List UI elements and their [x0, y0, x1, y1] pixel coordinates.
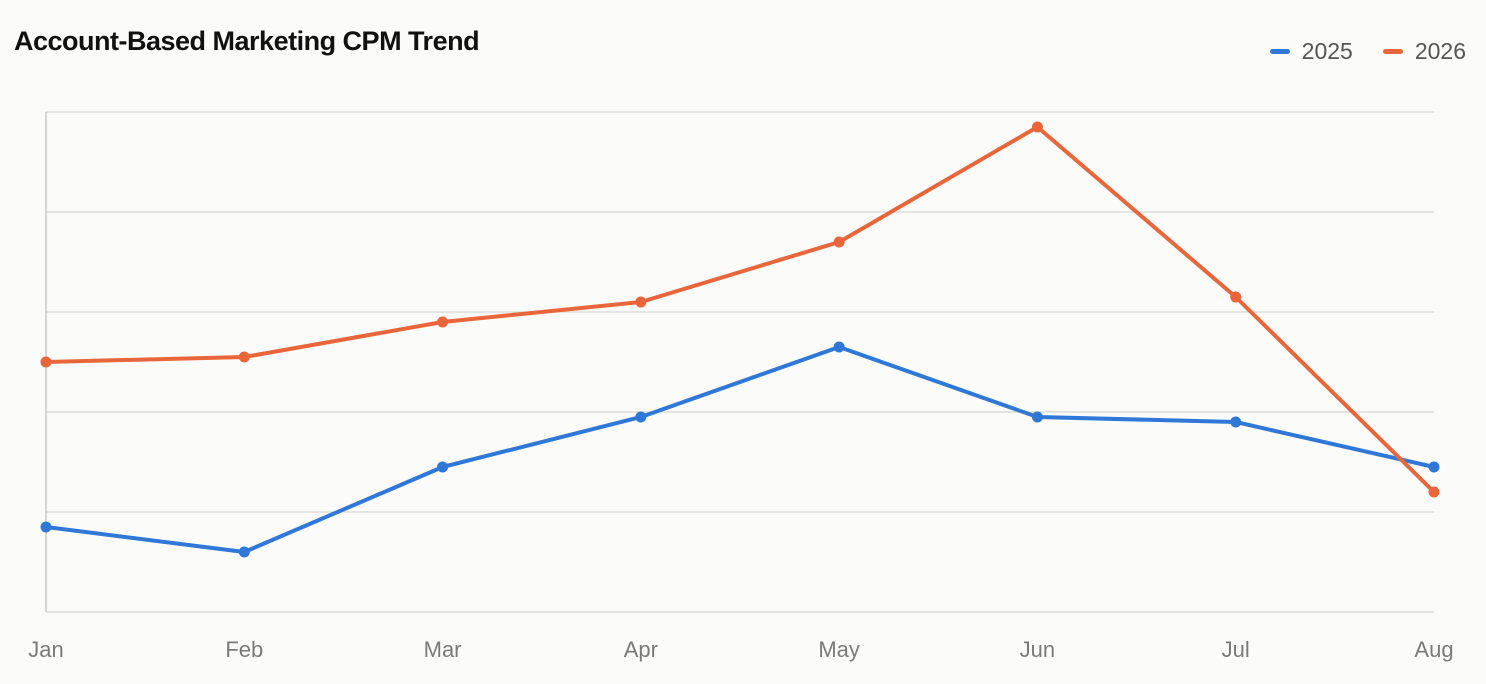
chart-legend: 2025 2026: [1269, 38, 1466, 65]
data-point-2026-feb[interactable]: [238, 351, 250, 363]
legend-label-2026: 2026: [1414, 38, 1466, 64]
data-point-2025-apr[interactable]: [635, 411, 647, 423]
data-point-2025-jan[interactable]: [40, 521, 52, 533]
x-tick-labels: Jan Feb Mar Apr May Jun Jul Aug: [28, 637, 1453, 662]
legend-item-2026: 2026: [1382, 38, 1466, 65]
series-line-2026: [44, 125, 1436, 494]
data-point-2025-mar[interactable]: [437, 461, 449, 473]
data-point-2025-aug[interactable]: [1428, 461, 1440, 473]
series-line-2025: [44, 345, 1436, 554]
x-tick-label-may: May: [818, 637, 860, 662]
x-tick-label-jan: Jan: [28, 637, 63, 662]
legend-item-2025: 2025: [1269, 38, 1353, 65]
gridlines: [46, 111, 1434, 613]
data-point-2026-mar[interactable]: [437, 316, 449, 328]
data-point-2025-jun[interactable]: [1031, 411, 1043, 423]
x-tick-label-jul: Jul: [1222, 637, 1250, 662]
series-points: [40, 121, 1440, 558]
data-point-2026-jan[interactable]: [40, 356, 52, 368]
x-tick-label-mar: Mar: [424, 637, 462, 662]
data-point-2026-jun[interactable]: [1031, 121, 1043, 133]
series-lines: [44, 125, 1436, 554]
data-point-2026-apr[interactable]: [635, 296, 647, 308]
x-tick-label-feb: Feb: [225, 637, 263, 662]
legend-swatch-2026: [1382, 49, 1403, 54]
data-point-2025-jul[interactable]: [1230, 416, 1242, 428]
legend-swatch-2025: [1269, 49, 1290, 54]
data-point-2025-may[interactable]: [833, 341, 845, 353]
data-point-2026-aug[interactable]: [1428, 486, 1440, 498]
legend-label-2025: 2025: [1301, 38, 1353, 64]
x-tick-label-aug: Aug: [1414, 637, 1453, 662]
chart-title: Account-Based Marketing CPM Trend: [14, 26, 480, 56]
x-tick-label-jun: Jun: [1020, 637, 1055, 662]
x-tick-label-apr: Apr: [624, 637, 658, 662]
data-point-2026-may[interactable]: [833, 236, 845, 248]
data-point-2026-jul[interactable]: [1230, 291, 1242, 303]
data-point-2025-feb[interactable]: [238, 546, 250, 558]
